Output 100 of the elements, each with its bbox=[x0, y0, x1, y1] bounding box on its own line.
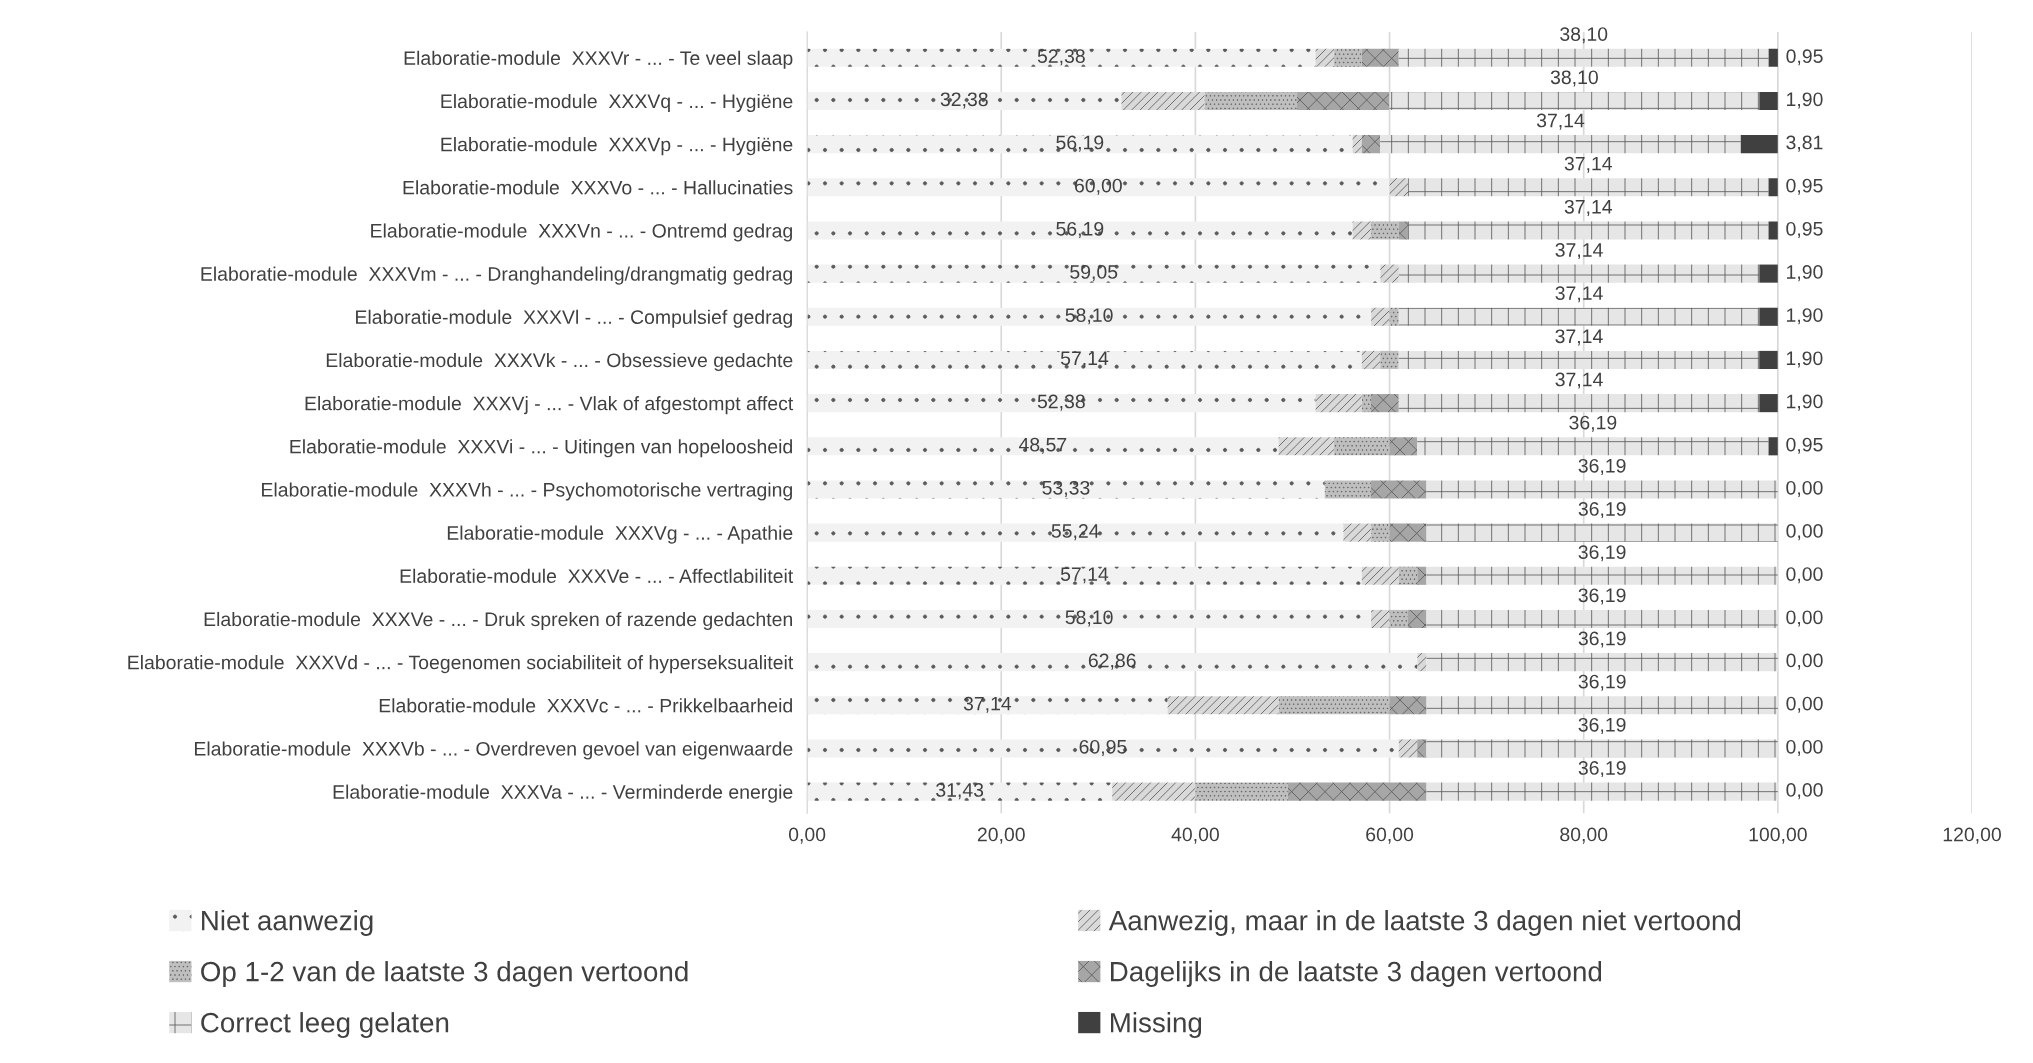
data-label: 36,19 bbox=[1578, 458, 1626, 475]
bar bbox=[1389, 437, 1418, 456]
y-tick-label: Elaboratie-module XXXVj - ... - Vlak of afgestompt affect bbox=[305, 396, 794, 415]
data-label: 3,81 bbox=[1786, 135, 1823, 152]
data-label: 0,00 bbox=[1786, 480, 1823, 497]
y-tick-label: Elaboratie-module XXXVa - ... - Verminderde energie bbox=[333, 784, 793, 803]
data-label: 1,90 bbox=[1787, 394, 1823, 411]
bar bbox=[1426, 653, 1778, 672]
bar bbox=[1371, 221, 1399, 240]
data-label: 0,00 bbox=[1786, 610, 1823, 627]
bar bbox=[1398, 350, 1760, 370]
y-tick-label: Elaboratie-module XXXVg - ... - Apathie bbox=[447, 525, 793, 544]
bar bbox=[1768, 437, 1778, 456]
bar bbox=[1389, 91, 1760, 111]
data-label: 60,95 bbox=[1079, 739, 1127, 756]
bar bbox=[1315, 394, 1362, 413]
bar bbox=[1278, 437, 1335, 456]
bar bbox=[807, 480, 1325, 499]
data-label: 36,19 bbox=[1569, 415, 1617, 432]
x-tick-label: 120,00 bbox=[1943, 827, 2001, 844]
data-label: 37,14 bbox=[1555, 243, 1603, 260]
data-label: 56,19 bbox=[1056, 221, 1104, 238]
y-tick-label: Elaboratie-module XXXVm - ... - Dranghandeling/drangmatig gedrag bbox=[201, 266, 792, 285]
y-tick-label: Elaboratie-module XXXVr - ... - Te veel slaap bbox=[404, 50, 793, 69]
bar bbox=[1334, 48, 1362, 67]
bar bbox=[1398, 48, 1769, 67]
data-label: 0,95 bbox=[1786, 437, 1823, 454]
data-label: 37,14 bbox=[1564, 156, 1613, 173]
data-label: 37,14 bbox=[1564, 199, 1613, 216]
bar bbox=[807, 696, 1168, 715]
bar bbox=[1389, 609, 1408, 629]
y-tick-label: Elaboratie-module XXXVc - ... - Prikkelbaarheid bbox=[379, 698, 792, 713]
data-label: 0,00 bbox=[1786, 524, 1823, 541]
y-tick-label: Elaboratie-module XXXVq - ... - Hygiëne bbox=[441, 93, 793, 113]
x-tick-label: 0,00 bbox=[788, 827, 826, 844]
bar bbox=[1112, 782, 1196, 801]
y-tick-label: Elaboratie-module XXXVn - ... - Ontremd gedrag bbox=[371, 223, 792, 242]
data-label: 0,00 bbox=[1786, 567, 1823, 584]
bar bbox=[1371, 523, 1390, 542]
bar bbox=[1408, 609, 1427, 629]
bar bbox=[1297, 91, 1390, 111]
y-tick-label: Elaboratie-module XXXVo - ... - Hallucinaties bbox=[403, 180, 793, 195]
data-label: 1,90 bbox=[1787, 265, 1823, 282]
bar bbox=[1361, 135, 1381, 154]
bar bbox=[1768, 221, 1778, 240]
bar bbox=[807, 609, 1372, 629]
y-tick-label: Elaboratie-module XXXVd - ... - Toegenomen sociabiliteit of hyperseksualiteit bbox=[128, 655, 794, 674]
data-label: 1,90 bbox=[1787, 92, 1823, 109]
bar bbox=[1759, 350, 1778, 370]
bar bbox=[1204, 91, 1298, 111]
bar bbox=[1408, 178, 1769, 197]
bar bbox=[807, 653, 1418, 672]
x-tick-label: 80,00 bbox=[1560, 827, 1608, 844]
bar bbox=[1389, 178, 1408, 197]
data-label: 36,19 bbox=[1578, 545, 1626, 562]
bar bbox=[807, 221, 1353, 240]
data-label: 38,10 bbox=[1560, 27, 1608, 44]
data-label: 0,95 bbox=[1786, 221, 1823, 238]
bar bbox=[1417, 653, 1427, 672]
data-label: 56,19 bbox=[1056, 135, 1104, 152]
data-label: 55,24 bbox=[1051, 524, 1099, 541]
data-label: 38,10 bbox=[1550, 70, 1598, 87]
bar bbox=[1343, 523, 1372, 542]
bar bbox=[807, 739, 1399, 758]
x-tick-label: 20,00 bbox=[977, 827, 1025, 844]
data-label: 59,05 bbox=[1070, 265, 1118, 282]
bar bbox=[1426, 523, 1778, 542]
data-label: 57,14 bbox=[1060, 351, 1109, 368]
x-tick-label: 40,00 bbox=[1171, 827, 1219, 844]
y-tick-label: Elaboratie-module XXXVp - ... - Hygiëne bbox=[441, 137, 793, 156]
y-tick-label: Elaboratie-module XXXVe - ... - Druk spreken of razende gedachten bbox=[204, 611, 792, 631]
bar bbox=[1417, 437, 1769, 456]
bar bbox=[1380, 350, 1399, 370]
data-label: 52,38 bbox=[1037, 49, 1085, 66]
bar bbox=[807, 523, 1344, 542]
data-label: 31,43 bbox=[936, 783, 984, 800]
bar bbox=[807, 394, 1316, 413]
data-label: 36,19 bbox=[1578, 761, 1626, 778]
bar bbox=[1389, 307, 1399, 326]
data-label: 0,00 bbox=[1786, 783, 1823, 800]
data-label: 36,19 bbox=[1578, 588, 1626, 605]
bar bbox=[1768, 48, 1778, 67]
bar bbox=[1389, 696, 1427, 715]
bar bbox=[1380, 264, 1399, 283]
legend-label: Aanwezig, maar in de laatste 3 dagen niet vertoond bbox=[1108, 910, 1741, 936]
bar bbox=[1398, 307, 1760, 326]
bar bbox=[1278, 696, 1390, 715]
bar bbox=[1361, 394, 1372, 413]
bar bbox=[807, 437, 1279, 456]
bar bbox=[807, 307, 1372, 326]
data-label: 32,38 bbox=[940, 92, 988, 109]
bar bbox=[1398, 566, 1418, 585]
data-label: 62,86 bbox=[1088, 653, 1136, 670]
bar bbox=[1398, 394, 1760, 413]
bar bbox=[807, 350, 1362, 370]
data-label: 36,19 bbox=[1578, 631, 1626, 648]
data-label: 37,14 bbox=[1536, 113, 1585, 130]
bar bbox=[1121, 91, 1205, 111]
data-label: 60,00 bbox=[1074, 178, 1122, 195]
y-tick-label: Elaboratie-module XXXVh - ... - Psychomotorische vertraging bbox=[262, 482, 792, 501]
